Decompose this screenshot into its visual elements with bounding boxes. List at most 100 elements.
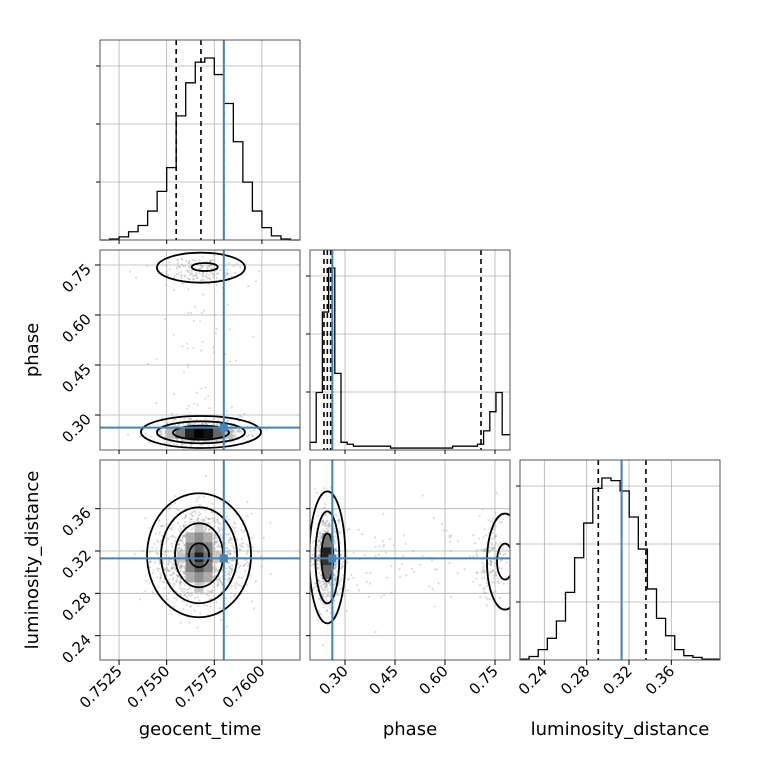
sample-point <box>159 432 163 436</box>
sample-point <box>346 561 349 564</box>
sample-point <box>190 312 193 315</box>
sample-point <box>206 277 210 280</box>
sample-point <box>183 544 186 547</box>
truth-marker <box>328 554 337 563</box>
sample-point <box>239 430 242 433</box>
sample-point <box>339 579 342 582</box>
sample-point <box>210 258 213 261</box>
sample-point <box>502 547 505 550</box>
sample-point <box>182 524 185 527</box>
sample-point <box>483 528 486 531</box>
sample-point <box>356 584 359 587</box>
sample-point <box>183 571 186 574</box>
sample-point <box>172 289 176 292</box>
sample-point <box>212 546 215 549</box>
sample-point <box>421 555 424 558</box>
sample-point <box>183 593 187 596</box>
sample-point <box>208 260 212 263</box>
sample-point <box>206 604 209 608</box>
sample-point <box>208 522 211 525</box>
sample-point <box>363 554 366 557</box>
sample-point <box>234 526 237 529</box>
sample-point <box>480 548 483 551</box>
sample-point <box>212 418 215 421</box>
sample-point <box>445 529 448 532</box>
sample-point <box>175 578 178 581</box>
sample-point <box>478 583 482 587</box>
sample-point <box>312 586 315 589</box>
sample-point <box>196 596 199 599</box>
sample-point <box>341 560 344 564</box>
sample-point <box>165 523 168 526</box>
sample-point <box>228 360 231 363</box>
sample-point <box>180 527 183 530</box>
sample-point <box>185 407 189 410</box>
sample-point <box>203 440 206 443</box>
sample-point <box>225 567 229 570</box>
sample-point <box>219 580 222 583</box>
sample-point <box>176 521 180 525</box>
sample-point <box>173 501 177 505</box>
sample-point <box>156 423 159 426</box>
sample-point <box>244 569 247 573</box>
sample-point <box>365 571 368 575</box>
sample-point <box>165 540 168 543</box>
sample-point <box>489 598 492 601</box>
sample-point <box>232 265 235 268</box>
sample-point <box>334 547 337 550</box>
sample-point <box>220 618 223 622</box>
sample-point <box>228 499 231 503</box>
sample-point <box>190 269 193 272</box>
density-cell <box>222 426 233 439</box>
sample-point <box>200 279 203 282</box>
sample-point <box>156 569 159 572</box>
sample-point <box>190 443 193 446</box>
x-tick-label-phase: 0.75 <box>465 662 501 698</box>
sample-point <box>150 435 153 438</box>
sample-point <box>200 387 203 390</box>
sample-point <box>154 532 158 535</box>
sample-point <box>321 579 325 583</box>
sample-point <box>170 573 173 577</box>
sample-point <box>322 506 325 510</box>
contour-outer-lower <box>140 415 262 449</box>
sample-point <box>339 531 342 534</box>
sample-point <box>215 439 218 442</box>
sample-point <box>234 584 237 587</box>
sample-point <box>212 519 215 523</box>
sample-point <box>357 528 360 531</box>
sample-point <box>217 522 220 525</box>
sample-point <box>148 561 151 564</box>
sample-point <box>177 423 180 426</box>
sample-point <box>203 278 206 282</box>
sample-point <box>178 528 181 531</box>
sample-point <box>225 273 229 276</box>
hist-frame-geocent_time <box>99 39 301 241</box>
sample-point <box>207 528 210 532</box>
sample-point <box>201 256 204 259</box>
sample-point <box>214 520 217 523</box>
sample-point <box>405 574 408 577</box>
sample-point <box>155 547 158 550</box>
sample-point <box>490 538 494 541</box>
sample-point <box>334 535 337 538</box>
sample-point <box>201 273 204 276</box>
sample-point <box>200 443 203 447</box>
sample-point <box>204 509 207 512</box>
sample-point <box>181 439 184 442</box>
sample-point <box>230 570 233 574</box>
sample-point <box>175 272 178 276</box>
sample-point <box>217 526 220 529</box>
density-cell <box>203 532 213 543</box>
sample-point <box>236 583 239 586</box>
density-cell <box>185 572 195 583</box>
sample-point <box>192 510 195 514</box>
sample-point <box>186 363 189 367</box>
hist-panel-phase <box>306 249 511 451</box>
sample-point <box>193 259 196 262</box>
sample-point <box>187 417 190 420</box>
sample-point <box>485 604 488 607</box>
sample-point <box>249 430 252 433</box>
sample-point <box>481 562 484 565</box>
sample-point <box>147 441 151 444</box>
